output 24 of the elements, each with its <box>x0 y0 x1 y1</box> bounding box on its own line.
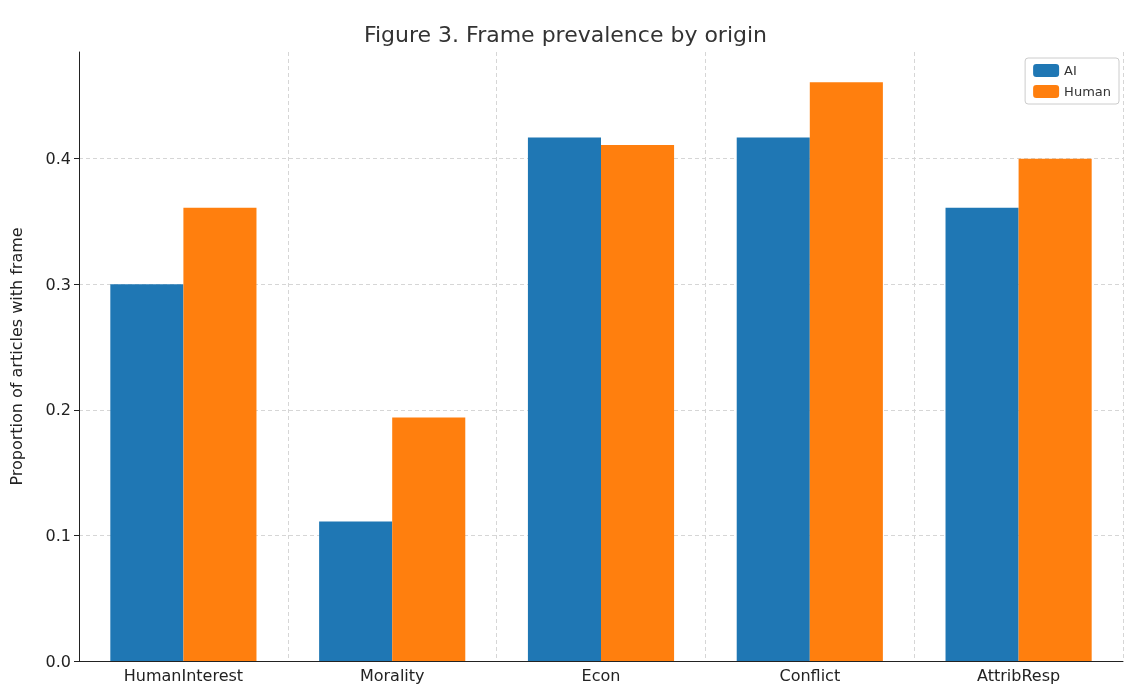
x-tick-label: Morality <box>359 665 425 685</box>
bar <box>110 284 184 661</box>
y-tick-label: 0.4 <box>45 149 71 169</box>
bar <box>392 417 466 661</box>
y-tick-label: 0.1 <box>45 525 71 545</box>
bar <box>319 521 393 661</box>
bar <box>527 137 601 661</box>
bar <box>601 144 675 661</box>
x-tick-label: Conflict <box>779 665 841 685</box>
y-tick-label: 0.3 <box>45 274 71 294</box>
x-tick-label: AttribResp <box>977 665 1061 685</box>
chart-title: Figure 3. Frame prevalence by origin <box>363 21 768 47</box>
y-tick-label: 0.0 <box>45 651 71 671</box>
y-axis-title: Proportion of articles with frame <box>6 227 26 486</box>
y-tick-label: 0.2 <box>45 400 71 420</box>
bar <box>183 207 257 661</box>
x-tick-label: Econ <box>581 665 621 685</box>
x-tick-label: HumanInterest <box>123 665 244 685</box>
legend-label: AI <box>1064 63 1077 78</box>
legend-label: Human <box>1064 84 1112 99</box>
bar <box>736 137 810 661</box>
bar <box>809 82 883 661</box>
bar <box>1018 158 1092 661</box>
bar <box>945 207 1019 661</box>
